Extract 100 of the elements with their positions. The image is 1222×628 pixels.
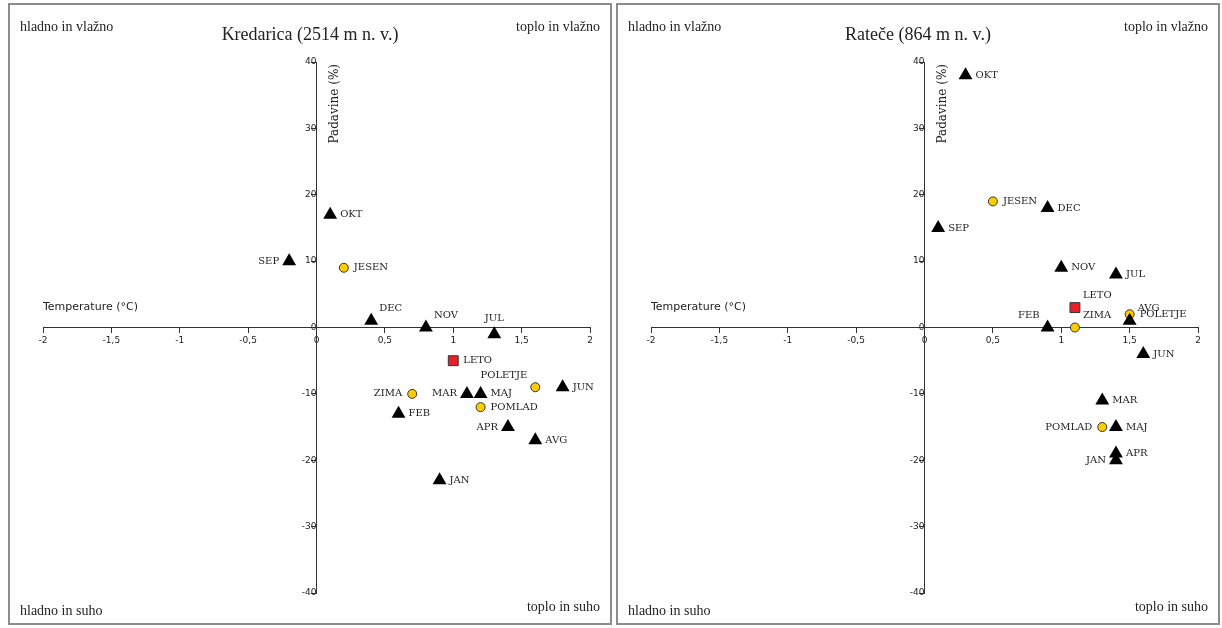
point	[1109, 266, 1123, 279]
annotation: APR	[475, 420, 499, 432]
point	[1040, 200, 1055, 213]
point	[1095, 392, 1110, 405]
point	[1097, 422, 1108, 433]
y-tick-label: -40	[909, 587, 925, 598]
text: toplo in suho	[1134, 598, 1208, 614]
x-tick-label: 0,5	[377, 335, 393, 346]
x-tick-label: 0,5	[985, 335, 1001, 346]
y-tick-label: 0	[310, 321, 317, 332]
x-tick-label: 1	[450, 335, 457, 346]
text: hladno in vlažno	[20, 18, 114, 34]
point	[473, 385, 488, 398]
text: hladno in suho	[20, 602, 103, 618]
annotation: APR	[1124, 447, 1148, 459]
point	[528, 432, 543, 445]
x-tick-label: -1,5	[102, 335, 121, 346]
annotation: JESEN	[352, 261, 389, 273]
annotation: LETO	[463, 354, 493, 366]
point	[1040, 319, 1055, 332]
annotation: OKT	[340, 208, 363, 220]
annotation: OKT	[975, 68, 999, 80]
point	[487, 326, 502, 339]
text: hladno in vlažno	[628, 18, 722, 34]
annotation: POMLAD	[490, 400, 538, 412]
y-tick-label: -30	[909, 520, 925, 531]
y-tick-label: 30	[305, 122, 317, 133]
annotation: SEP	[948, 221, 970, 233]
text: toplo in suho	[526, 598, 600, 614]
x-axis-title: Temperature (°C)	[650, 300, 746, 314]
x-tick-label: -0,5	[239, 335, 257, 346]
y-axis-title: Padavine (%)	[326, 64, 341, 144]
y-tick-label: -20	[909, 454, 925, 465]
x-tick-label: -1,5	[710, 335, 729, 346]
y-tick-label: 10	[305, 255, 317, 266]
y-axis-title: Padavine (%)	[934, 64, 949, 144]
annotation: DEC	[1057, 201, 1081, 213]
annotation: MAJ	[1125, 420, 1148, 432]
annotation: POMLAD	[1045, 420, 1093, 432]
point	[1069, 302, 1081, 314]
point	[338, 262, 349, 273]
annotation: JUN	[1152, 347, 1175, 359]
point	[555, 379, 570, 392]
point	[1109, 419, 1123, 432]
annotation: MAR	[1112, 394, 1138, 406]
point	[447, 355, 459, 367]
x-tick-label: -0,5	[847, 335, 865, 346]
x-tick-label: -2	[646, 335, 656, 346]
annotation: ZIMA	[373, 387, 403, 399]
y-tick-label: 10	[913, 255, 925, 266]
annotation: JAN	[448, 473, 470, 485]
y-tick-label: 40	[305, 56, 317, 67]
y-tick-label: -20	[301, 454, 317, 465]
point	[407, 388, 418, 399]
y-tick-label: -10	[909, 388, 925, 399]
point	[501, 419, 515, 432]
x-tick-label: -1	[175, 335, 185, 346]
y-tick-label: -40	[301, 587, 317, 598]
point	[323, 206, 338, 219]
point	[958, 67, 973, 80]
annotation: AVG	[544, 433, 568, 445]
y-tick-label: 20	[913, 189, 925, 200]
annotation: FEB	[408, 407, 431, 419]
point	[460, 385, 474, 398]
annotation: SEP	[258, 254, 280, 266]
point	[1054, 259, 1069, 272]
point	[987, 196, 998, 207]
x-tick-label: 1,5	[514, 335, 529, 346]
x-tick-label: -2	[38, 335, 48, 346]
text: toplo in vlažno	[1124, 18, 1208, 34]
annotation: JESEN	[1001, 194, 1038, 206]
annotation: LETO	[1082, 289, 1112, 301]
y-tick-label: -30	[301, 520, 317, 531]
point	[530, 382, 541, 393]
point	[364, 312, 379, 325]
x-tick-label: -1	[783, 335, 793, 346]
point	[1069, 322, 1080, 333]
y-tick-label: -10	[301, 388, 317, 399]
x-tick-label: 1,5	[1122, 335, 1137, 346]
point	[931, 219, 946, 232]
point	[282, 253, 297, 266]
annotation: NOV	[433, 309, 459, 321]
annotation: JUN	[571, 380, 595, 392]
chart-title: Rateče (864 m n. v.)	[845, 23, 991, 45]
point	[1122, 312, 1137, 325]
point	[432, 472, 447, 485]
y-tick-label: 0	[918, 321, 925, 332]
annotation: MAR	[431, 387, 458, 399]
text: toplo in vlažno	[516, 18, 600, 34]
y-tick-label: 30	[913, 122, 925, 133]
annotation: POLETJE	[480, 368, 528, 380]
annotation: ZIMA	[1082, 309, 1113, 321]
annotation: NOV	[1071, 261, 1097, 273]
x-tick-label: 2	[587, 335, 593, 346]
point	[391, 405, 406, 418]
y-tick-label: 20	[305, 189, 317, 200]
x-tick-label: 2	[1195, 335, 1201, 346]
annotation: FEB	[1017, 309, 1040, 321]
y-tick-label: 40	[913, 56, 925, 67]
annotation: JUL	[1124, 267, 1146, 279]
